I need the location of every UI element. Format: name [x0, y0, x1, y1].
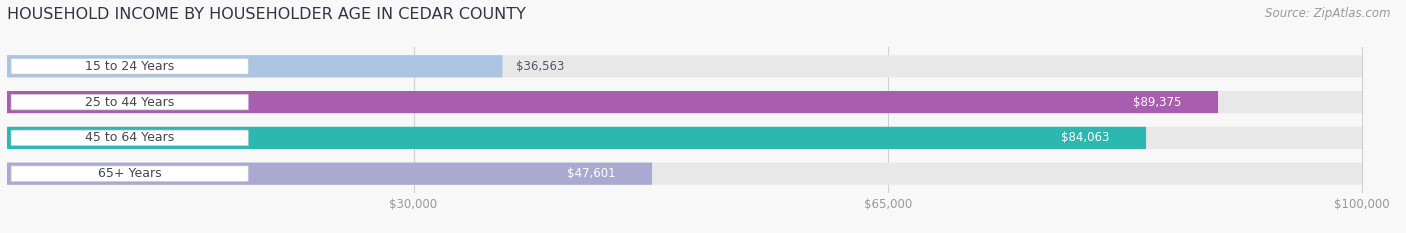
FancyBboxPatch shape	[11, 130, 249, 146]
FancyBboxPatch shape	[7, 55, 502, 77]
FancyBboxPatch shape	[7, 163, 1362, 185]
FancyBboxPatch shape	[7, 55, 1362, 77]
FancyBboxPatch shape	[536, 168, 647, 179]
Text: $89,375: $89,375	[1133, 96, 1181, 109]
FancyBboxPatch shape	[7, 91, 1218, 113]
FancyBboxPatch shape	[1029, 132, 1140, 144]
FancyBboxPatch shape	[11, 58, 249, 74]
FancyBboxPatch shape	[11, 94, 249, 110]
Text: $47,601: $47,601	[567, 167, 616, 180]
Text: $84,063: $84,063	[1062, 131, 1109, 144]
Text: 45 to 64 Years: 45 to 64 Years	[84, 131, 174, 144]
FancyBboxPatch shape	[7, 163, 652, 185]
Text: HOUSEHOLD INCOME BY HOUSEHOLDER AGE IN CEDAR COUNTY: HOUSEHOLD INCOME BY HOUSEHOLDER AGE IN C…	[7, 7, 526, 22]
FancyBboxPatch shape	[7, 127, 1362, 149]
FancyBboxPatch shape	[7, 127, 1146, 149]
FancyBboxPatch shape	[1101, 96, 1212, 108]
Text: Source: ZipAtlas.com: Source: ZipAtlas.com	[1265, 7, 1391, 20]
Text: 65+ Years: 65+ Years	[98, 167, 162, 180]
Text: $36,563: $36,563	[516, 60, 564, 73]
FancyBboxPatch shape	[11, 166, 249, 182]
FancyBboxPatch shape	[7, 91, 1362, 113]
Text: 25 to 44 Years: 25 to 44 Years	[84, 96, 174, 109]
Text: 15 to 24 Years: 15 to 24 Years	[84, 60, 174, 73]
